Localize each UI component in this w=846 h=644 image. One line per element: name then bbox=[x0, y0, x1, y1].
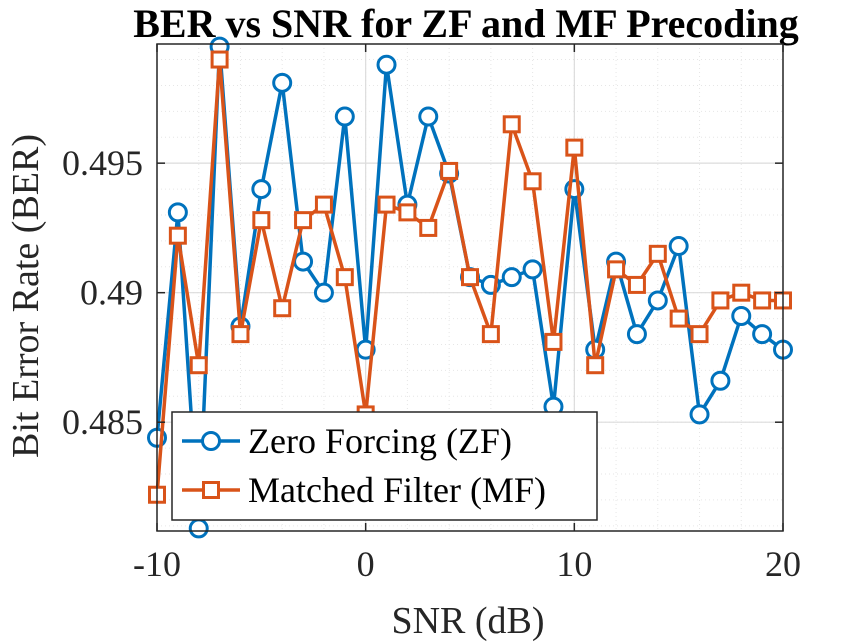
legend: Zero Forcing (ZF) Matched Filter (MF) bbox=[171, 411, 598, 521]
data-point bbox=[501, 267, 522, 288]
data-point bbox=[753, 291, 772, 310]
data-point bbox=[335, 268, 354, 287]
y-tick-label: 0.485 bbox=[62, 402, 143, 442]
data-point bbox=[627, 275, 646, 294]
data-point bbox=[565, 138, 584, 157]
data-point bbox=[398, 203, 417, 222]
y-tick-label: 0.49 bbox=[80, 273, 143, 313]
data-point bbox=[711, 291, 730, 310]
data-point bbox=[418, 106, 439, 127]
legend-label: Matched Filter (MF) bbox=[248, 470, 546, 510]
x-axis-label: SNR (dB) bbox=[391, 600, 544, 642]
data-point bbox=[293, 251, 314, 272]
legend-marker bbox=[202, 481, 220, 499]
x-tick-label: 20 bbox=[765, 544, 801, 584]
data-point bbox=[314, 195, 333, 214]
series-layer bbox=[147, 36, 793, 539]
data-point bbox=[252, 211, 271, 230]
data-point bbox=[710, 370, 731, 391]
y-tick-label: 0.495 bbox=[62, 143, 143, 183]
data-point bbox=[586, 356, 605, 375]
data-point bbox=[189, 356, 208, 375]
data-point bbox=[376, 54, 397, 75]
legend-item-zf: Zero Forcing (ZF) bbox=[182, 421, 512, 461]
y-axis-ticks: 0.485 0.49 0.495 bbox=[62, 143, 783, 442]
data-point bbox=[231, 325, 250, 344]
data-point bbox=[522, 259, 543, 280]
data-point bbox=[273, 299, 292, 318]
legend-box bbox=[171, 411, 598, 521]
data-point bbox=[648, 244, 667, 263]
data-point bbox=[502, 115, 521, 134]
chart-title: BER vs SNR for ZF and MF Precoding bbox=[133, 1, 799, 46]
data-point bbox=[419, 218, 438, 237]
data-point bbox=[523, 172, 542, 191]
data-point bbox=[251, 179, 272, 200]
data-point bbox=[690, 325, 709, 344]
data-point bbox=[668, 236, 689, 257]
data-point bbox=[626, 324, 647, 345]
data-point bbox=[607, 260, 626, 279]
data-point bbox=[732, 283, 751, 302]
plot-frame bbox=[156, 43, 784, 532]
x-tick-label: -10 bbox=[133, 544, 181, 584]
data-point bbox=[669, 309, 688, 328]
data-point bbox=[272, 72, 293, 93]
legend-label: Zero Forcing (ZF) bbox=[248, 421, 512, 461]
data-point bbox=[294, 211, 313, 230]
data-point bbox=[440, 161, 459, 180]
data-point bbox=[168, 226, 187, 245]
x-axis-ticks: -10 0 10 20 bbox=[133, 44, 801, 584]
legend-item-mf: Matched Filter (MF) bbox=[182, 470, 546, 510]
data-point bbox=[752, 324, 773, 345]
x-tick-label: 10 bbox=[556, 544, 592, 584]
data-point bbox=[188, 518, 209, 539]
data-point bbox=[481, 325, 500, 344]
data-point bbox=[731, 305, 752, 326]
data-point bbox=[334, 106, 355, 127]
x-tick-label: 0 bbox=[357, 544, 375, 584]
data-point bbox=[689, 404, 710, 425]
data-point bbox=[210, 50, 229, 69]
data-point bbox=[647, 290, 668, 311]
data-point bbox=[461, 268, 479, 287]
data-point bbox=[313, 282, 334, 303]
series-mf bbox=[148, 50, 792, 504]
data-point bbox=[544, 332, 563, 351]
data-point bbox=[377, 195, 396, 214]
y-axis-label: Bit Error Rate (BER) bbox=[5, 134, 47, 458]
data-point bbox=[167, 202, 188, 223]
legend-marker bbox=[201, 431, 221, 451]
